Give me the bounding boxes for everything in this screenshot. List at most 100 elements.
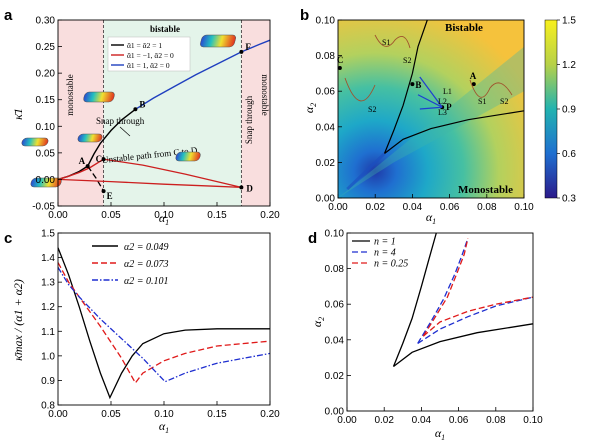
annotation-L3-7: L3 [438, 108, 447, 117]
annotation-L1-5: L1 [443, 87, 452, 96]
y-axis-label: κ̄max / (α1 + α2) [11, 279, 25, 361]
shell-sketch-5 [175, 151, 201, 162]
path-arrow-0 [419, 76, 443, 108]
d-xtick-label: 0.04 [412, 415, 432, 426]
c-xtick-label: 0.10 [154, 409, 174, 420]
d-ytick-label: 0.06 [325, 300, 345, 311]
legend-label-2: n = 0.25 [374, 259, 408, 270]
b-ytick-label: 0.08 [316, 51, 336, 62]
point-label-D: D [246, 183, 253, 193]
x-axis-label: α1 [159, 211, 169, 227]
colorbar-tick-label: 0.9 [562, 105, 576, 116]
point-E [101, 189, 106, 194]
c-ytick-label: 1.3 [41, 278, 55, 289]
curve-1 [57, 178, 242, 189]
colorbar-tick-label: 1.5 [562, 16, 576, 27]
heatmap-band [338, 46, 524, 199]
legend-label-1: ᾱ1 = −1, ᾱ2 = 0 [127, 51, 174, 60]
shell-sketch-1 [200, 34, 236, 48]
b-frame [337, 19, 525, 199]
a-ytick-label: 0.25 [36, 42, 56, 53]
point-F [239, 49, 244, 54]
panel-label-b: b [300, 7, 309, 24]
series-line-2-upper [422, 238, 469, 337]
shell-sketch-2 [21, 137, 49, 147]
legend-label-0: ᾱ1 = ᾱ2 = 1 [127, 41, 162, 50]
label-monostable: Monostable [458, 184, 513, 196]
series-line-2-lower [422, 296, 534, 337]
point-label-A: A [79, 156, 86, 166]
b-xtick-label: 0.04 [403, 202, 423, 213]
a-xtick-label: 0.15 [207, 210, 227, 221]
x-axis-label: α1 [159, 419, 169, 435]
b-ytick-label: 0.06 [316, 87, 336, 98]
series-line-1 [57, 158, 104, 181]
a-ytick-label: 0.10 [36, 122, 56, 133]
energy-sketch-1 [344, 77, 376, 102]
b-ytick-label: 0.02 [316, 158, 336, 169]
point-A [85, 164, 90, 169]
series-line-2 [135, 39, 271, 110]
colorbar [544, 19, 558, 199]
b-ytick-label: 0.00 [316, 194, 336, 205]
region-label-right: monostable [260, 74, 270, 116]
energy-sketch-2 [469, 79, 513, 98]
d-frame [346, 232, 534, 412]
point-B [410, 82, 415, 87]
panel-d: 0.00 0.02 0.04 0.06 0.08 0.10 0.00 0.02 0.04 0.06… [310, 229, 543, 443]
label-bistable: Bistable [445, 22, 483, 34]
annotation-S2-3: S2 [500, 97, 508, 106]
point-label-B: B [415, 80, 421, 90]
shell-sketch-0 [83, 91, 115, 103]
point-B [133, 107, 138, 112]
d-xtick-label: 0.08 [486, 415, 506, 426]
colorbar-tick-label: 1.2 [562, 60, 576, 71]
point-label-E: E [107, 191, 113, 201]
a-ytick-label: 0.05 [36, 148, 56, 159]
diagonal-trace [346, 152, 386, 191]
series-line-0 [57, 247, 270, 400]
region-label-center: bistable [150, 24, 180, 34]
c-xtick-label: 0.20 [260, 409, 280, 420]
point-C [337, 66, 342, 71]
c-ytick-label: 1.1 [41, 327, 55, 338]
panel-label-d: d [308, 230, 317, 247]
a-ytick-label: 0.15 [36, 95, 56, 106]
legend-label-2: ᾱ1 = 1, ᾱ2 = 0 [127, 61, 170, 70]
c-ytick-label: 1.0 [41, 351, 55, 362]
panel-label-c: c [4, 230, 12, 247]
legend-label-1: n = 4 [374, 248, 396, 259]
annotation-snap-through-2: Snap through [244, 95, 254, 144]
point-label-A: A [470, 71, 477, 81]
d-ytick-label: 0.10 [325, 229, 345, 240]
d-xtick-label: 0.06 [449, 415, 469, 426]
annotation-S1-0: S1 [382, 38, 390, 47]
b-xtick-label: 0.00 [328, 202, 348, 213]
panel-label-a: a [4, 7, 13, 24]
shell-sketch-4 [30, 177, 62, 188]
a-frame [57, 19, 271, 207]
d-ytick-label: 0.02 [325, 371, 345, 382]
a-xtick-label: 0.10 [154, 210, 174, 221]
series-line-2 [57, 267, 271, 383]
y-axis-label: α2 [310, 317, 326, 327]
b-ytick-label: 0.10 [316, 16, 336, 27]
c-ytick-label: 1.5 [41, 229, 55, 240]
d-xtick-label: 0.02 [374, 415, 394, 426]
b-xtick-label: 0.02 [365, 202, 385, 213]
d-ytick-label: 0.08 [325, 264, 345, 275]
point-label-C: C [96, 154, 103, 164]
a-xtick-label: 0.20 [260, 210, 280, 221]
panel-a: monostable bistable monostable A B C D E F Snap t… [11, 16, 280, 228]
c-ytick-label: 1.2 [41, 302, 55, 313]
d-xtick-label: 0.00 [337, 415, 357, 426]
y-axis-label: α2 [302, 103, 318, 113]
arrow-snap-1 [119, 126, 131, 137]
a-xtick-label: 0.05 [101, 210, 121, 221]
a-ytick-label: 0.20 [36, 69, 56, 80]
b-xtick-label: 0.08 [477, 202, 497, 213]
colorbar-tick-label: 0.6 [562, 149, 576, 160]
point-label-C: C [337, 55, 344, 65]
legend-label-0: α2 = 0.049 [124, 242, 169, 253]
boundary-curve-0 [383, 19, 428, 154]
